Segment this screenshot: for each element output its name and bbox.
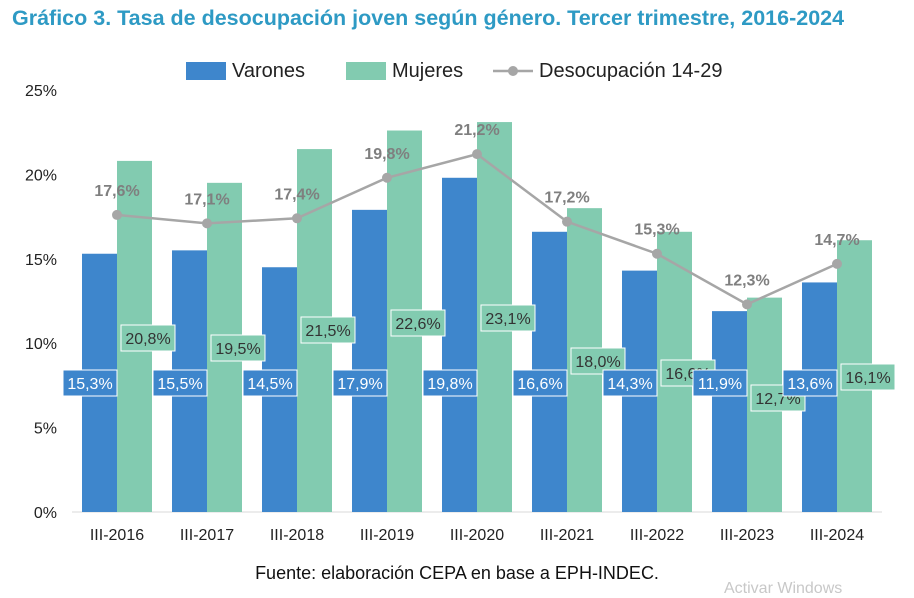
- data-label-mujeres-box: [480, 304, 536, 332]
- data-label-mujeres-box: [120, 324, 176, 352]
- bar-varones: [802, 282, 837, 512]
- line-point-desocupacion: [832, 258, 842, 269]
- data-label-mujeres: 21,5%: [305, 323, 350, 340]
- data-label-mujeres-box: [840, 363, 896, 391]
- data-label-desocupacion: 19,8%: [364, 146, 409, 163]
- legend: Varones Mujeres Desocupación 14-29: [0, 56, 914, 86]
- data-label-varones-box: [62, 369, 118, 397]
- data-label-varones-box: [692, 369, 748, 397]
- legend-label-varones: Varones: [232, 59, 306, 82]
- x-tick-label: III-2016: [90, 527, 144, 544]
- watermark-text: Activar Windows: [724, 580, 843, 597]
- data-label-varones: 19,8%: [427, 376, 472, 393]
- data-label-mujeres: 23,1%: [485, 311, 530, 328]
- line-point-desocupacion: [112, 209, 122, 220]
- data-label-mujeres-box: [300, 316, 356, 344]
- x-tick-label: III-2020: [450, 527, 504, 544]
- data-label-desocupacion: 15,3%: [634, 222, 679, 239]
- legend-label-desocupacion: Desocupación 14-29: [539, 59, 723, 82]
- data-label-mujeres-box: [390, 309, 446, 337]
- y-tick-label: 0%: [34, 505, 57, 522]
- line-point-desocupacion: [292, 213, 302, 224]
- x-tick-label: III-2018: [270, 527, 324, 544]
- data-label-varones: 14,3%: [607, 376, 652, 393]
- data-label-varones: 15,5%: [157, 376, 202, 393]
- data-label-desocupacion: 17,1%: [184, 191, 229, 208]
- data-label-varones-box: [332, 369, 388, 397]
- line-point-desocupacion: [472, 149, 482, 160]
- x-tick-label: III-2017: [180, 527, 234, 544]
- bar-varones: [442, 177, 477, 512]
- line-point-desocupacion: [382, 172, 392, 183]
- data-label-mujeres-box: [210, 334, 266, 362]
- line-point-desocupacion: [652, 248, 662, 259]
- y-tick-label: 15%: [25, 252, 57, 269]
- y-tick-label: 25%: [25, 83, 57, 100]
- data-label-varones: 15,3%: [67, 376, 112, 393]
- x-tick-label: III-2021: [540, 527, 594, 544]
- legend-line-marker: [493, 66, 533, 76]
- bar-varones: [712, 311, 747, 512]
- legend-swatch-mujeres: [346, 62, 386, 80]
- data-label-desocupacion: 17,2%: [544, 190, 589, 207]
- data-label-mujeres: 18,0%: [575, 354, 620, 371]
- x-tick-label: III-2019: [360, 527, 414, 544]
- x-tick-label: III-2022: [630, 527, 684, 544]
- y-tick-label: 10%: [25, 336, 57, 353]
- line-point-desocupacion: [202, 218, 212, 229]
- data-label-varones-box: [152, 369, 208, 397]
- data-label-mujeres: 22,6%: [395, 316, 440, 333]
- data-label-varones: 17,9%: [337, 376, 382, 393]
- x-tick-label: III-2024: [810, 527, 864, 544]
- data-label-varones-box: [782, 369, 838, 397]
- data-label-mujeres: 16,1%: [845, 370, 890, 387]
- data-label-desocupacion: 17,6%: [94, 183, 139, 200]
- source-note: Fuente: elaboración CEPA en base a EPH-I…: [255, 563, 659, 583]
- legend-label-mujeres: Mujeres: [392, 59, 464, 82]
- legend-item-mujeres: Mujeres: [346, 56, 463, 86]
- legend-item-varones: Varones: [186, 56, 305, 86]
- bar-varones: [352, 209, 387, 512]
- data-label-mujeres: 20,8%: [125, 331, 170, 348]
- line-point-desocupacion: [562, 216, 572, 227]
- data-label-varones: 11,9%: [698, 376, 742, 393]
- data-label-varones-box: [422, 369, 478, 397]
- legend-item-desocupacion: Desocupación 14-29: [493, 56, 722, 86]
- chart-title: Gráfico 3. Tasa de desocupación joven se…: [12, 6, 845, 30]
- y-tick-label: 20%: [25, 167, 57, 184]
- legend-swatch-varones: [186, 62, 226, 80]
- data-label-varones: 16,6%: [517, 376, 562, 393]
- data-label-varones: 13,6%: [787, 376, 832, 393]
- data-label-desocupacion: 21,2%: [454, 122, 499, 139]
- data-label-mujeres: 19,5%: [215, 341, 260, 358]
- line-point-desocupacion: [742, 299, 752, 310]
- data-label-varones-box: [602, 369, 658, 397]
- data-label-varones-box: [512, 369, 568, 397]
- data-label-desocupacion: 12,3%: [724, 272, 769, 289]
- data-label-desocupacion: 17,4%: [274, 186, 319, 203]
- data-label-varones: 14,5%: [247, 376, 292, 393]
- x-tick-label: III-2023: [720, 527, 774, 544]
- data-label-desocupacion: 14,7%: [814, 232, 859, 249]
- y-tick-label: 5%: [34, 421, 57, 438]
- data-label-varones-box: [242, 369, 298, 397]
